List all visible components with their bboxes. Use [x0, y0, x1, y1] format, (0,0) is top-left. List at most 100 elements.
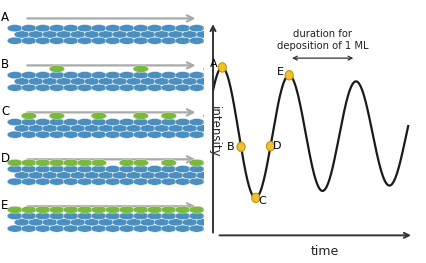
Circle shape — [49, 131, 65, 138]
Circle shape — [7, 119, 23, 126]
Circle shape — [133, 112, 149, 119]
Circle shape — [231, 84, 247, 91]
Circle shape — [63, 213, 79, 220]
Circle shape — [7, 159, 23, 166]
Circle shape — [245, 37, 260, 44]
Circle shape — [231, 25, 247, 32]
Circle shape — [147, 131, 163, 138]
Circle shape — [49, 159, 65, 166]
Circle shape — [49, 225, 65, 232]
Circle shape — [77, 84, 92, 91]
Circle shape — [119, 25, 135, 32]
Circle shape — [196, 125, 212, 132]
Circle shape — [217, 131, 233, 138]
Circle shape — [70, 219, 86, 226]
Circle shape — [231, 178, 247, 185]
Circle shape — [252, 31, 268, 38]
Circle shape — [259, 131, 274, 138]
Circle shape — [63, 72, 79, 79]
Circle shape — [77, 213, 92, 220]
Circle shape — [238, 31, 253, 38]
Text: D: D — [1, 152, 10, 165]
Circle shape — [259, 72, 274, 79]
Text: B: B — [227, 142, 235, 152]
Circle shape — [133, 206, 149, 213]
Circle shape — [238, 219, 253, 226]
Circle shape — [14, 78, 30, 85]
Circle shape — [259, 225, 274, 232]
Circle shape — [203, 159, 219, 166]
Circle shape — [77, 178, 92, 185]
Circle shape — [161, 178, 176, 185]
Circle shape — [35, 25, 51, 32]
Circle shape — [21, 165, 37, 173]
Circle shape — [63, 178, 79, 185]
Circle shape — [133, 225, 149, 232]
Circle shape — [119, 131, 135, 138]
Circle shape — [203, 206, 219, 213]
Circle shape — [175, 131, 190, 138]
Circle shape — [21, 84, 37, 91]
Circle shape — [35, 206, 51, 213]
Text: E: E — [1, 199, 9, 212]
Circle shape — [154, 219, 170, 226]
Circle shape — [217, 37, 233, 44]
Circle shape — [175, 165, 190, 173]
Circle shape — [77, 131, 92, 138]
Circle shape — [203, 37, 219, 44]
Circle shape — [231, 225, 247, 232]
Circle shape — [77, 165, 92, 173]
Circle shape — [133, 65, 149, 72]
Circle shape — [105, 225, 121, 232]
Text: A: A — [210, 59, 218, 69]
Circle shape — [217, 84, 233, 91]
Circle shape — [161, 159, 176, 166]
Circle shape — [175, 225, 190, 232]
Circle shape — [182, 172, 198, 179]
Circle shape — [91, 37, 106, 44]
Circle shape — [259, 119, 274, 126]
Circle shape — [133, 25, 149, 32]
Circle shape — [63, 84, 79, 91]
Circle shape — [21, 25, 37, 32]
Circle shape — [161, 206, 176, 213]
Circle shape — [140, 172, 155, 179]
Circle shape — [217, 25, 233, 32]
Circle shape — [147, 72, 163, 79]
Circle shape — [49, 119, 65, 126]
Circle shape — [21, 178, 37, 185]
Circle shape — [49, 206, 65, 213]
Circle shape — [91, 25, 106, 32]
Circle shape — [259, 213, 274, 220]
Circle shape — [245, 72, 260, 79]
Circle shape — [147, 213, 163, 220]
Circle shape — [245, 206, 260, 213]
Circle shape — [56, 219, 72, 226]
Circle shape — [245, 131, 260, 138]
Circle shape — [231, 206, 247, 213]
Circle shape — [21, 72, 37, 79]
Circle shape — [7, 25, 23, 32]
Circle shape — [189, 72, 204, 79]
Circle shape — [218, 63, 226, 72]
Circle shape — [119, 84, 135, 91]
Circle shape — [217, 72, 233, 79]
Circle shape — [217, 225, 233, 232]
Circle shape — [119, 119, 135, 126]
Circle shape — [285, 70, 294, 80]
Circle shape — [77, 25, 92, 32]
Circle shape — [7, 84, 23, 91]
Circle shape — [21, 206, 37, 213]
Circle shape — [238, 78, 253, 85]
Circle shape — [203, 131, 219, 138]
Circle shape — [259, 206, 274, 213]
Circle shape — [182, 125, 198, 132]
Circle shape — [210, 172, 225, 179]
Text: C: C — [1, 105, 9, 118]
Circle shape — [105, 131, 121, 138]
Circle shape — [203, 84, 219, 91]
Circle shape — [203, 25, 219, 32]
Circle shape — [154, 172, 170, 179]
Circle shape — [98, 78, 114, 85]
Circle shape — [252, 125, 268, 132]
